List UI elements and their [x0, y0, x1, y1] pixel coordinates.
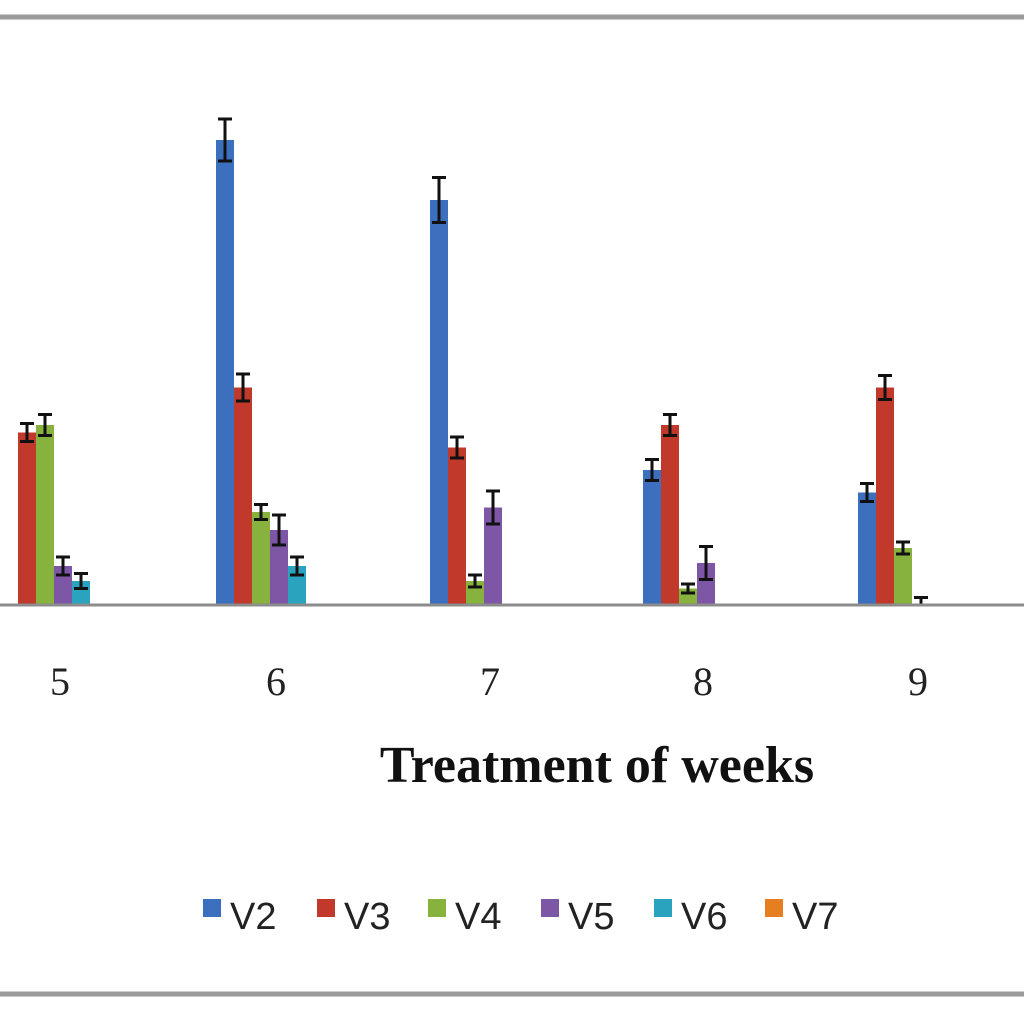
- bar-v2-week-6: [216, 140, 234, 605]
- bar-v5-week-6: [270, 530, 288, 605]
- bar-v5-week-7: [484, 507, 502, 605]
- legend-label-v4: V4: [455, 896, 501, 938]
- x-tick-labels: 5 6 7 8 9: [50, 659, 928, 704]
- legend-item-v6: V6: [654, 896, 727, 938]
- bar-v2-week-7: [430, 200, 448, 605]
- legend-swatch-v3: [317, 899, 335, 917]
- error-bar-v4-week-6: [254, 503, 268, 521]
- bar-v4-week-5: [36, 425, 54, 605]
- error-bar-v5-week-7: [486, 489, 500, 526]
- bar-v2-week-8: [643, 470, 661, 605]
- error-bar-v5-week-6: [272, 513, 286, 547]
- error-bar-v4-week-8: [681, 582, 695, 595]
- bar-v4-week-6: [252, 512, 270, 605]
- bar-v3-week-7: [448, 447, 466, 605]
- figure-border: [0, 14, 1024, 997]
- x-tick-label-6: 6: [266, 659, 286, 704]
- error-bar-v3-week-6: [236, 372, 250, 403]
- error-bar-v2-week-9: [860, 482, 874, 503]
- legend-swatch-v4: [428, 899, 446, 917]
- error-bar-v3-week-7: [450, 435, 464, 460]
- legend-swatch-v7: [765, 899, 783, 917]
- legend-label-v7: V7: [792, 896, 838, 938]
- error-bar-v5-week-8: [699, 545, 713, 581]
- legend-item-v3: V3: [317, 896, 390, 938]
- error-bar-v4-week-5: [38, 413, 52, 437]
- error-bar-v6-week-6: [290, 555, 304, 577]
- legend-item-v4: V4: [428, 896, 501, 938]
- x-axis-title: Treatment of weeks: [380, 737, 814, 794]
- legend-item-v7: V7: [765, 896, 838, 938]
- legend-label-v6: V6: [681, 896, 727, 938]
- legend-item-v2: V2: [203, 896, 276, 938]
- x-tick-label-5: 5: [50, 659, 70, 704]
- legend-item-v5: V5: [541, 896, 614, 938]
- bar-v2-week-9: [858, 492, 876, 605]
- bar-v3-week-6: [234, 387, 252, 605]
- error-bar-v2-week-7: [432, 176, 446, 224]
- legend-swatch-v5: [541, 899, 559, 917]
- legend-swatch-v2: [203, 899, 221, 917]
- error-bar-v3-week-8: [663, 413, 677, 437]
- bar-v3-week-5: [18, 432, 36, 605]
- x-tick-label-9: 9: [908, 659, 928, 704]
- error-bar-v5-week-5: [56, 555, 70, 577]
- error-bar-v4-week-9: [896, 540, 910, 556]
- x-tick-label-8: 8: [693, 659, 713, 704]
- legend-label-v2: V2: [230, 896, 276, 938]
- bars-layer: [18, 117, 928, 607]
- legend-label-v3: V3: [344, 896, 390, 938]
- legend-swatch-v6: [654, 899, 672, 917]
- error-bar-v3-week-5: [20, 422, 34, 443]
- legend: V2 V3 V4 V5 V6 V7: [203, 896, 838, 938]
- bar-v5-week-8: [697, 563, 715, 605]
- error-bar-v4-week-7: [468, 573, 482, 589]
- error-bar-v2-week-6: [218, 117, 232, 163]
- bar-v3-week-9: [876, 387, 894, 605]
- x-tick-label-7: 7: [480, 659, 500, 704]
- bar-v3-week-8: [661, 425, 679, 605]
- error-bar-v3-week-9: [878, 374, 892, 401]
- error-bar-v6-week-5: [74, 572, 88, 590]
- bar-v4-week-9: [894, 548, 912, 605]
- error-bar-v2-week-8: [645, 458, 659, 482]
- legend-label-v5: V5: [568, 896, 614, 938]
